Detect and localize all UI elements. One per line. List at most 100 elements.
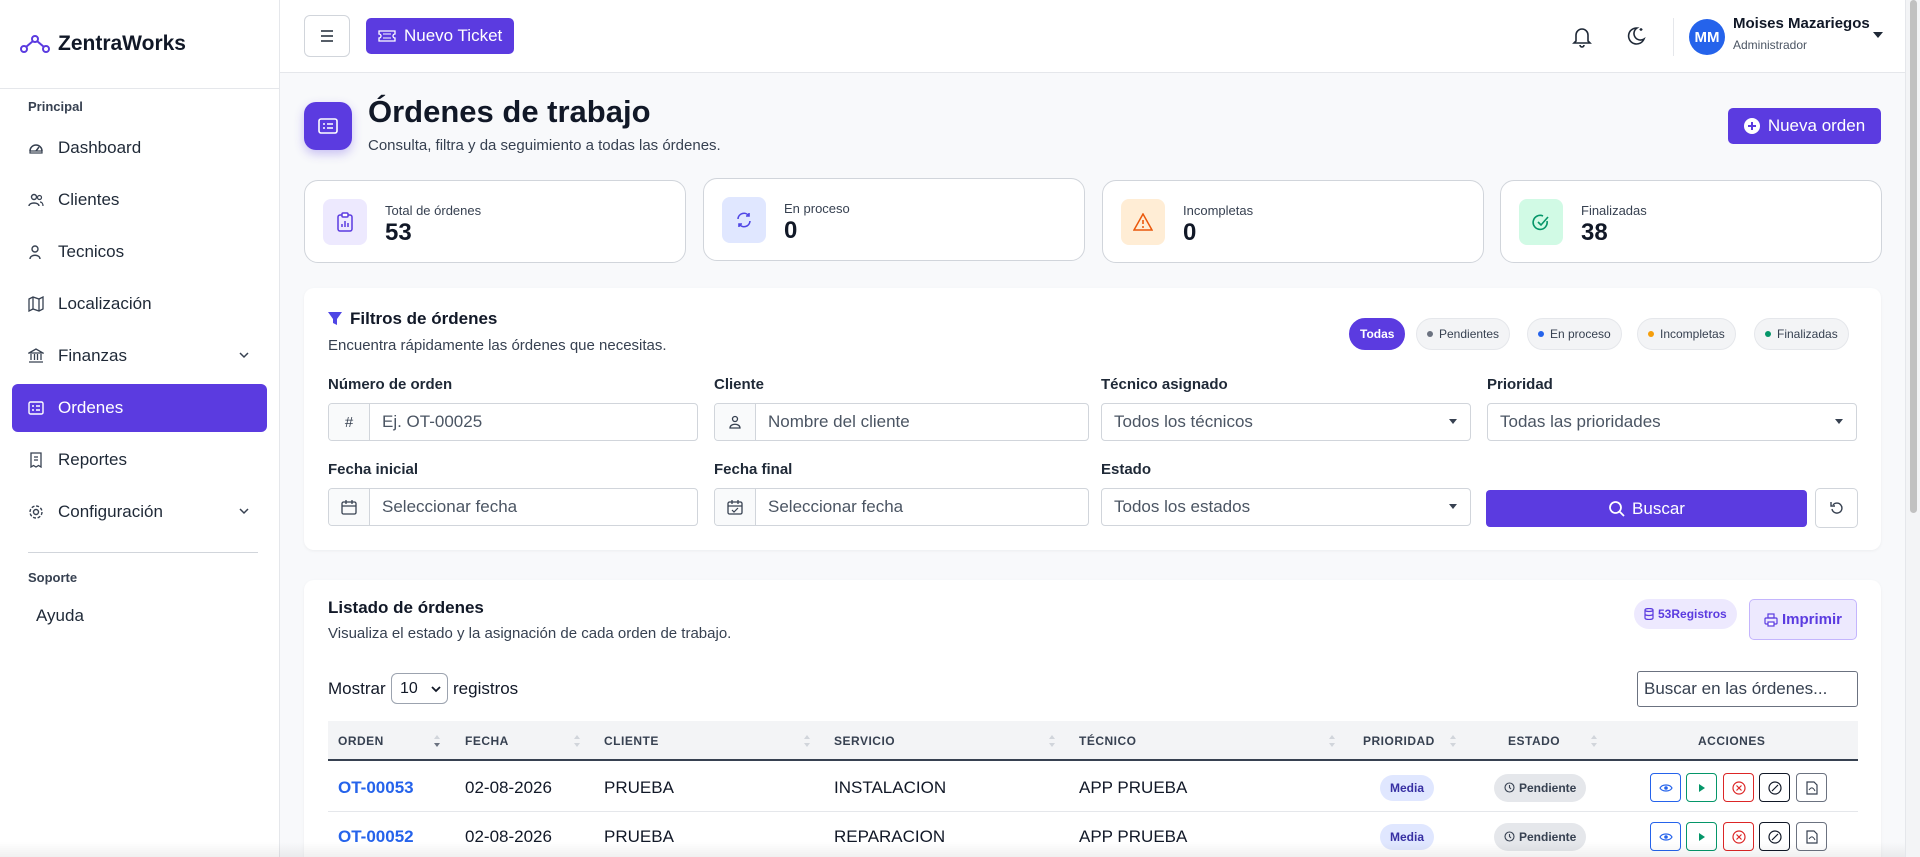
- page-scrollbar[interactable]: [1905, 0, 1920, 857]
- cell-date: 02-08-2026: [465, 777, 552, 797]
- moon-icon[interactable]: [1625, 25, 1647, 47]
- cancel-button[interactable]: [1723, 773, 1754, 802]
- priority-select[interactable]: Todas las prioridades: [1487, 403, 1857, 441]
- brand-name: ZentraWorks: [58, 32, 186, 55]
- sort-icon[interactable]: [433, 734, 441, 748]
- sort-icon[interactable]: [1590, 734, 1598, 748]
- sort-icon[interactable]: [1328, 734, 1336, 748]
- client-input[interactable]: Nombre del cliente: [714, 403, 1089, 441]
- sidebar-item-label: Tecnicos: [58, 242, 125, 261]
- pdf-button[interactable]: [1796, 822, 1827, 851]
- sort-icon[interactable]: [573, 734, 581, 748]
- chip-pendientes[interactable]: Pendientes: [1416, 318, 1511, 350]
- page-title: Órdenes de trabajo: [368, 94, 651, 129]
- menu-toggle-button[interactable]: [304, 15, 350, 57]
- receipt-icon: [28, 452, 44, 468]
- avatar[interactable]: MM: [1689, 19, 1725, 55]
- table-search-placeholder: Buscar en las órdenes...: [1644, 679, 1828, 698]
- col-prioridad[interactable]: PRIORIDAD: [1363, 734, 1435, 748]
- caret-down-icon[interactable]: [1873, 32, 1883, 38]
- new-order-button[interactable]: Nueva orden: [1728, 108, 1881, 144]
- priority-label: Prioridad: [1487, 376, 1553, 393]
- page-size-select[interactable]: 10: [391, 673, 448, 704]
- sidebar-divider: [28, 552, 258, 553]
- sidebar-item-label: Clientes: [58, 190, 120, 209]
- scrollbar-thumb[interactable]: [1910, 0, 1917, 513]
- new-order-label: Nueva orden: [1767, 116, 1866, 135]
- chip-label: Pendientes: [1439, 327, 1500, 341]
- chip-en-proceso[interactable]: En proceso: [1527, 318, 1622, 350]
- disable-button[interactable]: [1759, 822, 1790, 851]
- end-date-input[interactable]: Seleccionar fecha: [714, 488, 1089, 526]
- print-label: Imprimir: [1781, 611, 1842, 628]
- state-select[interactable]: Todos los estados: [1101, 488, 1471, 526]
- page-icon: [304, 102, 352, 150]
- cancel-button[interactable]: [1723, 822, 1754, 851]
- caret-down-icon: [1449, 419, 1457, 424]
- col-cliente[interactable]: CLIENTE: [604, 734, 659, 748]
- print-button[interactable]: Imprimir: [1749, 599, 1857, 640]
- caret-down-icon: [1835, 419, 1843, 424]
- brand[interactable]: ZentraWorks: [0, 0, 279, 89]
- filters-title: Filtros de órdenes: [328, 309, 497, 329]
- sidebar-item-tecnicos[interactable]: Tecnicos: [12, 228, 267, 276]
- stat-card-total: Total de órdenes 53: [304, 180, 686, 263]
- priority-select-value: Todas las prioridades: [1500, 412, 1661, 431]
- sidebar-item-dashboard[interactable]: Dashboard: [12, 124, 267, 172]
- records-badge-text: 53Registros: [1658, 607, 1727, 621]
- user-icon: [715, 404, 756, 440]
- sidebar-item-clientes[interactable]: Clientes: [12, 176, 267, 224]
- view-button[interactable]: [1650, 822, 1681, 851]
- reset-button[interactable]: [1815, 488, 1858, 528]
- status-dot: [1648, 331, 1654, 337]
- col-servicio[interactable]: SERVICIO: [834, 734, 896, 748]
- chevron-down-icon: [239, 508, 249, 515]
- col-orden[interactable]: ORDEN: [338, 734, 384, 748]
- table-row: OT-00053 02-08-2026 PRUEBA INSTALACION A…: [328, 763, 1858, 812]
- slash-circle-icon: [1767, 780, 1782, 795]
- sidebar-item-reportes[interactable]: Reportes: [12, 436, 267, 484]
- order-link[interactable]: OT-00052: [338, 826, 414, 846]
- sidebar-item-ordenes[interactable]: Ordenes: [12, 384, 267, 432]
- sidebar-item-label: Ordenes: [58, 398, 124, 417]
- disable-button[interactable]: [1759, 773, 1790, 802]
- sidebar-item-ayuda[interactable]: Ayuda: [36, 606, 84, 625]
- col-estado[interactable]: ESTADO: [1508, 734, 1561, 748]
- play-icon: [1698, 783, 1705, 792]
- sort-icon[interactable]: [1449, 734, 1457, 748]
- sort-icon[interactable]: [803, 734, 811, 748]
- start-date-input[interactable]: Seleccionar fecha: [328, 488, 698, 526]
- col-tecnico[interactable]: TÉCNICO: [1079, 734, 1137, 748]
- view-button[interactable]: [1650, 773, 1681, 802]
- filters-panel: Filtros de órdenes Encuentra rápidamente…: [304, 288, 1881, 550]
- order-number-input[interactable]: # Ej. OT-00025: [328, 403, 698, 441]
- tech-select[interactable]: Todos los técnicos: [1101, 403, 1471, 441]
- topbar-divider: [1673, 18, 1674, 56]
- stat-label: Incompletas: [1183, 203, 1254, 218]
- sidebar-item-configuracion[interactable]: Configuración: [12, 488, 267, 536]
- new-ticket-button[interactable]: Nuevo Ticket: [366, 18, 515, 54]
- search-button[interactable]: Buscar: [1486, 490, 1807, 527]
- chip-incompletas[interactable]: Incompletas: [1637, 318, 1736, 350]
- col-fecha[interactable]: FECHA: [465, 734, 509, 748]
- chip-todas[interactable]: Todas: [1349, 318, 1406, 350]
- clipboard-icon: [323, 199, 367, 245]
- client-placeholder: Nombre del cliente: [768, 412, 910, 431]
- table-search-input[interactable]: Buscar en las órdenes...: [1637, 671, 1858, 707]
- start-button[interactable]: [1686, 773, 1717, 802]
- cell-tech: APP PRUEBA: [1079, 777, 1188, 797]
- user-name[interactable]: Moises Mazariegos: [1733, 15, 1870, 32]
- stat-value: 0: [1183, 219, 1197, 246]
- chip-finalizadas[interactable]: Finalizadas: [1754, 318, 1849, 350]
- stat-card-en-proceso: En proceso 0: [703, 178, 1085, 261]
- hash-addon: #: [329, 404, 370, 440]
- bell-icon[interactable]: [1572, 26, 1592, 48]
- show-entries-label: Mostrar: [328, 679, 386, 698]
- order-link[interactable]: OT-00053: [338, 777, 414, 797]
- start-button[interactable]: [1686, 822, 1717, 851]
- pdf-button[interactable]: [1796, 773, 1827, 802]
- sort-icon[interactable]: [1048, 734, 1056, 748]
- tech-select-value: Todos los técnicos: [1114, 412, 1253, 431]
- sidebar-item-finanzas[interactable]: Finanzas: [12, 332, 267, 380]
- sidebar-item-localizacion[interactable]: Localización: [12, 280, 267, 328]
